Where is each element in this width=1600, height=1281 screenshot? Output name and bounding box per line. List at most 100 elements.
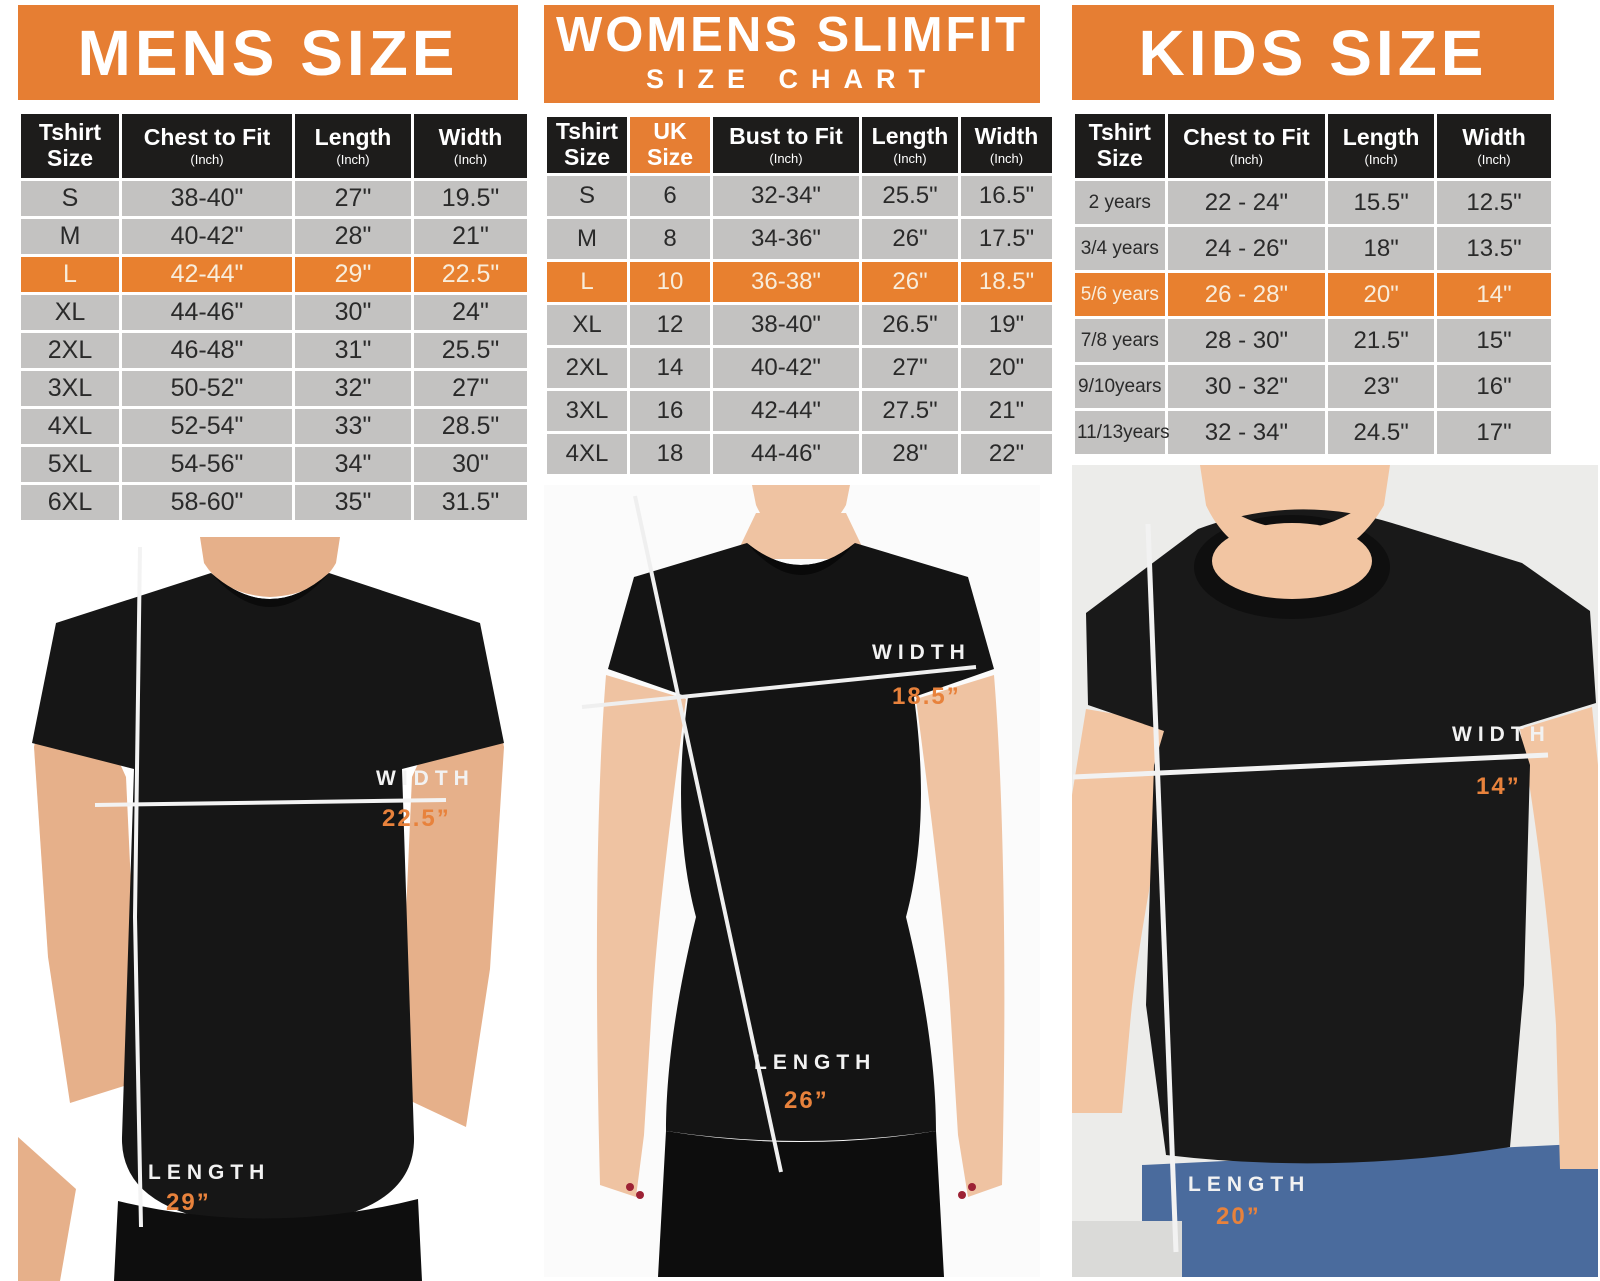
cell: 8	[630, 219, 710, 259]
cell: 4XL	[547, 434, 627, 474]
cell: 24.5"	[1328, 411, 1435, 454]
womens-length-line	[633, 495, 783, 1173]
kids-length-line	[1145, 523, 1179, 1253]
cell: 3/4 years	[1075, 227, 1165, 270]
cell: 35"	[295, 485, 411, 520]
cell: M	[21, 219, 119, 254]
cell: 17.5"	[961, 219, 1052, 259]
kids-title: KIDS SIZE	[1138, 16, 1488, 89]
kids-width-line	[1072, 752, 1549, 780]
cell: 24 - 26"	[1167, 227, 1326, 270]
cell: 18"	[1328, 227, 1435, 270]
cell: 34"	[295, 447, 411, 482]
kids-size-table: Tshirt Size Chest to Fit (Inch) Length (Inch…	[1072, 111, 1554, 457]
cell: 5XL	[21, 447, 119, 482]
womens-panel: WOMENS SLIMFIT SIZE CHART Tshirt Size UK …	[544, 0, 1055, 1281]
cell: 30"	[414, 447, 527, 482]
cell: 22 - 24"	[1167, 181, 1326, 224]
mens-length-line	[132, 546, 143, 1228]
cell: 25.5"	[862, 176, 958, 216]
cell: 32 - 34"	[1167, 411, 1326, 454]
column-header: Length (Inch)	[295, 114, 411, 178]
cell: 24"	[414, 295, 527, 330]
column-header: Chest to Fit (Inch)	[122, 114, 292, 178]
cell: 21"	[414, 219, 527, 254]
mens-size-table: Tshirt Size Chest to Fit (Inch) Length (Inch…	[18, 111, 530, 523]
cell: 28"	[295, 219, 411, 254]
table-row: S 6 32-34" 25.5" 16.5"	[547, 176, 1052, 216]
cell: 27"	[295, 181, 411, 216]
table-row: M 40-42" 28" 21"	[21, 219, 527, 254]
cell: 26"	[862, 219, 958, 259]
cell: S	[547, 176, 627, 216]
table-row: 4XL 18 44-46" 28" 22"	[547, 434, 1052, 474]
highlighted-table-row: 5/6 years 26 - 28" 20" 14"	[1075, 273, 1551, 316]
table-row: 2 years 22 - 24" 15.5" 12.5"	[1075, 181, 1551, 224]
highlighted-table-row: L 10 36-38" 26" 18.5"	[547, 262, 1052, 302]
cell: 16.5"	[961, 176, 1052, 216]
womens-width-value: 18.5”	[892, 683, 961, 710]
kids-length-value: 20”	[1216, 1203, 1261, 1230]
column-header: Bust to Fit (Inch)	[713, 117, 859, 173]
mens-panel: MENS SIZE Tshirt Size Chest to Fit (Inch) L…	[18, 0, 530, 1281]
table-row: 3XL 16 42-44" 27.5" 21"	[547, 391, 1052, 431]
cell: 54-56"	[122, 447, 292, 482]
cell: 3XL	[21, 371, 119, 406]
table-row: 6XL 58-60" 35" 31.5"	[21, 485, 527, 520]
mens-length-value: 29”	[166, 1189, 211, 1216]
cell: 22"	[961, 434, 1052, 474]
cell: 19.5"	[414, 181, 527, 216]
table-row: 7/8 years 28 - 30" 21.5" 15"	[1075, 319, 1551, 362]
cell: 11/13years	[1075, 411, 1170, 454]
kids-title-band: KIDS SIZE	[1072, 5, 1554, 100]
cell: 25.5"	[414, 333, 527, 368]
cell: 21.5"	[1328, 319, 1435, 362]
cell: 26"	[862, 262, 958, 302]
cell: 17"	[1437, 411, 1551, 454]
cell: 28 - 30"	[1167, 319, 1326, 362]
mens-width-line	[94, 798, 447, 807]
column-header: Length (Inch)	[862, 117, 958, 173]
cell: 27"	[414, 371, 527, 406]
cell: 14	[630, 348, 710, 388]
cell: 26 - 28"	[1167, 273, 1326, 316]
cell: 28.5"	[414, 409, 527, 444]
column-header: Width (Inch)	[961, 117, 1052, 173]
column-header: Width (Inch)	[1437, 114, 1551, 178]
cell: 21"	[961, 391, 1052, 431]
table-row: 11/13years 32 - 34" 24.5" 17"	[1075, 411, 1551, 454]
table-row: XL 44-46" 30" 24"	[21, 295, 527, 330]
header-row: Tshirt Size Chest to Fit (Inch) Length (Inch…	[21, 114, 527, 178]
cell: 12	[630, 305, 710, 345]
column-header: Tshirt Size	[21, 114, 119, 178]
column-header: UK Size	[630, 117, 710, 173]
cell: 6	[630, 176, 710, 216]
table-row: 9/10years 30 - 32" 23" 16"	[1075, 365, 1551, 408]
cell: L	[547, 262, 627, 302]
cell: M	[547, 219, 627, 259]
table-row: M 8 34-36" 26" 17.5"	[547, 219, 1052, 259]
cell: 52-54"	[122, 409, 292, 444]
table-row: XL 12 38-40" 26.5" 19"	[547, 305, 1052, 345]
cell: 20"	[1328, 273, 1435, 316]
cell: 31.5"	[414, 485, 527, 520]
cell: 27"	[862, 348, 958, 388]
womens-size-table: Tshirt Size UK Size Bust to Fit (Inch) Lengt…	[544, 114, 1055, 477]
cell: 26.5"	[862, 305, 958, 345]
womens-subtitle: SIZE CHART	[646, 64, 938, 95]
highlighted-table-row: L 42-44" 29" 22.5"	[21, 257, 527, 292]
cell: 20"	[961, 348, 1052, 388]
cell: 14"	[1437, 273, 1551, 316]
mens-title: MENS SIZE	[77, 16, 459, 89]
table-row: S 38-40" 27" 19.5"	[21, 181, 527, 216]
cell: 58-60"	[122, 485, 292, 520]
womens-photo: WIDTH 18.5” LENGTH 26”	[544, 485, 1040, 1277]
column-header: Tshirt Size	[547, 117, 627, 173]
kids-photo-illustration	[1072, 465, 1598, 1277]
column-header: Chest to Fit (Inch)	[1167, 114, 1326, 178]
cell: 29"	[295, 257, 411, 292]
cell: 31"	[295, 333, 411, 368]
cell: 34-36"	[713, 219, 859, 259]
column-header: Width (Inch)	[414, 114, 527, 178]
cell: 3XL	[547, 391, 627, 431]
